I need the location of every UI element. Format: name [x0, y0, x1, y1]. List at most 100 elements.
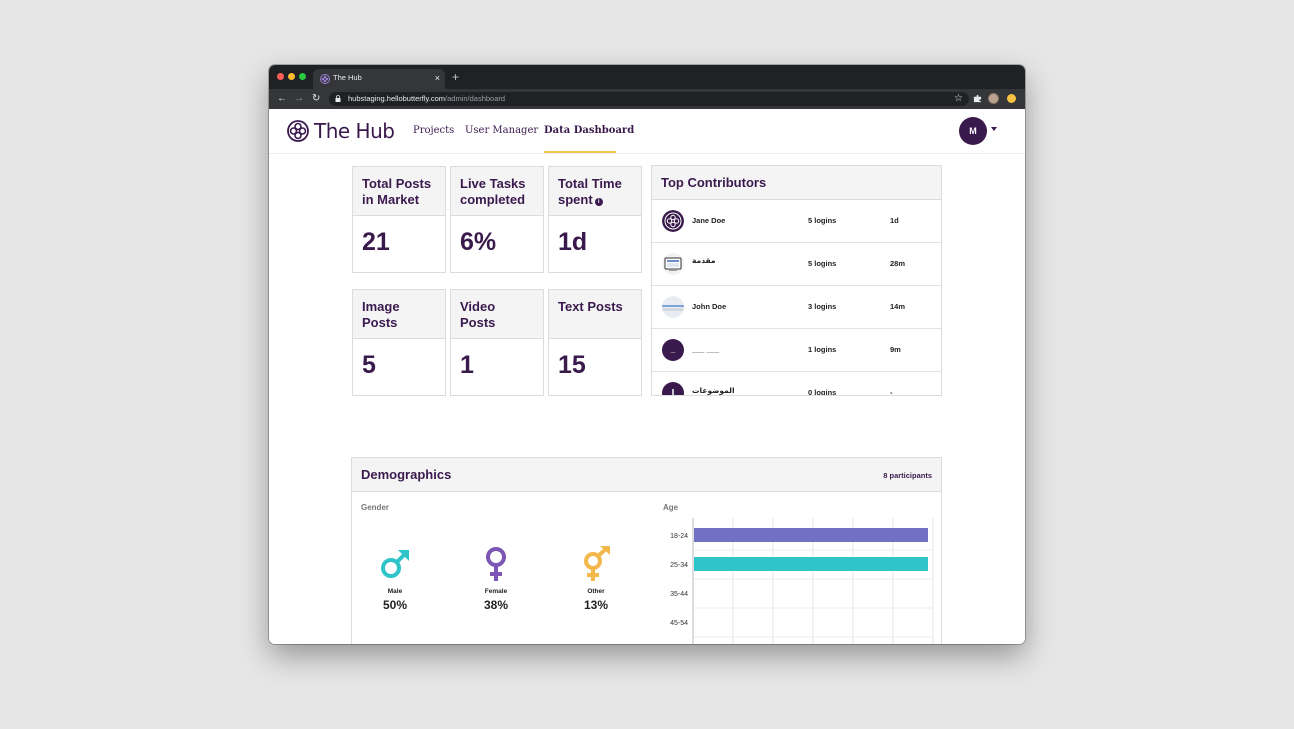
stat-card-image-posts: Image Posts 5: [352, 289, 446, 396]
age-bar-25-34: [694, 557, 928, 571]
stat-title: Text Posts: [549, 290, 641, 339]
puzzle-icon[interactable]: [973, 94, 982, 103]
stat-card-text-posts: Text Posts 15: [548, 289, 642, 396]
contributor-time: 28m: [890, 259, 906, 268]
contributor-row[interactable]: Jane Doe 5 logins 1d: [652, 200, 941, 243]
contributor-photo-avatar: [662, 296, 684, 318]
transgender-symbol-icon: [584, 546, 610, 581]
gender-male: Male 50%: [360, 546, 430, 612]
age-tick-label: 35-44: [670, 591, 688, 598]
browser-toolbar: ← → ↻ hubstaging.hellobutterfly.com/admi…: [269, 89, 1025, 109]
address-bar[interactable]: hubstaging.hellobutterfly.com/admin/dash…: [329, 92, 969, 106]
reload-icon[interactable]: ↻: [312, 93, 321, 104]
contributor-row[interactable]: مقدمة 5 logins 28m: [652, 243, 941, 286]
contributor-initial-avatar: ا: [662, 382, 684, 395]
gender-name: Female: [484, 588, 508, 595]
tab-bar: The Hub × +: [269, 65, 1025, 89]
close-window-button[interactable]: [277, 73, 284, 80]
stat-title: Live Tasks completed: [451, 167, 543, 216]
site-header: The Hub Projects User Manager Data Dashb…: [269, 109, 1025, 154]
age-label: Age: [663, 503, 679, 512]
forward-icon[interactable]: →: [294, 93, 304, 104]
contributor-logins: 5 logins: [808, 259, 837, 268]
contributor-logins: 0 logins: [808, 388, 837, 396]
account-dropdown-caret-icon[interactable]: [991, 127, 997, 131]
gender-female: Female 38%: [461, 546, 531, 612]
contributor-name: Jane Doe: [692, 216, 726, 225]
stat-card-total-posts: Total Posts in Market 21: [352, 166, 446, 273]
page-content: The Hub Projects User Manager Data Dashb…: [269, 109, 1025, 644]
url-host: hubstaging.hellobutterfly.com: [348, 94, 446, 103]
info-icon[interactable]: i: [594, 197, 603, 206]
gender-percent: 38%: [483, 598, 509, 612]
gender-name: Male: [387, 588, 403, 595]
gender-percent: 13%: [583, 598, 609, 612]
maximize-window-button[interactable]: [299, 73, 306, 80]
stat-title: Total Time spent: [558, 176, 622, 207]
url-text: hubstaging.hellobutterfly.com/admin/dash…: [348, 94, 505, 103]
stat-title: Video Posts: [451, 290, 543, 339]
contributor-time: 14m: [890, 302, 906, 311]
hub-favicon-icon: [320, 74, 330, 84]
url-path: /admin/dashboard: [445, 94, 506, 103]
stat-title: Image Posts: [353, 290, 445, 339]
contributor-name: مقدمة: [692, 256, 716, 265]
contributor-screen-avatar: [662, 253, 684, 275]
logo-text[interactable]: The Hub: [314, 119, 395, 143]
contributor-row[interactable]: _ ___ ___ 1 logins 9m: [652, 329, 941, 372]
nav-projects[interactable]: Projects: [413, 125, 455, 136]
demographics-header: Demographics 8 participants: [352, 458, 941, 492]
browser-tab[interactable]: The Hub ×: [313, 69, 445, 89]
stat-value: 6%: [460, 228, 497, 256]
hub-logo-icon[interactable]: [287, 120, 309, 142]
new-tab-button[interactable]: +: [452, 70, 460, 84]
stat-card-live-tasks: Live Tasks completed 6%: [450, 166, 544, 273]
male-symbol-icon: [381, 550, 409, 578]
contributor-name: الموضوعات: [692, 386, 735, 395]
age-tick-label: 45-54: [670, 620, 688, 627]
stat-value: 21: [362, 228, 390, 256]
update-indicator-icon[interactable]: [1007, 94, 1016, 103]
stat-value: 5: [362, 351, 376, 379]
contributor-name: John Doe: [692, 302, 727, 311]
contributor-logins: 3 logins: [808, 302, 837, 311]
gender-name: Other: [587, 588, 605, 595]
top-contributors-panel: Top Contributors Jane Doe 5 logins 1d: [651, 165, 942, 396]
active-nav-underline: [544, 151, 616, 153]
demographics-title: Demographics: [361, 467, 452, 482]
nav-data-dashboard[interactable]: Data Dashboard: [544, 125, 635, 136]
contributor-time: 1d: [890, 216, 899, 225]
contributor-row[interactable]: ا الموضوعات 0 logins -: [652, 372, 941, 396]
female-symbol-icon: [486, 547, 506, 581]
age-bar-chart: 18-24 25-34 35-44 45-54: [670, 518, 934, 644]
gender-label: Gender: [361, 503, 390, 512]
stat-title: Total Posts in Market: [353, 167, 445, 216]
nav-user-manager[interactable]: User Manager: [465, 125, 539, 136]
top-contributors-title: Top Contributors: [652, 166, 941, 200]
contributor-row[interactable]: John Doe 3 logins 14m: [652, 286, 941, 329]
user-avatar[interactable]: M: [959, 117, 987, 145]
tab-title: The Hub: [333, 73, 362, 82]
bookmark-star-icon[interactable]: ☆: [954, 93, 963, 104]
demographics-panel: Demographics 8 participants Gender Age M…: [351, 457, 942, 644]
participants-count: 8 participants: [883, 471, 932, 480]
age-tick-label: 18-24: [670, 533, 688, 540]
tab-close-icon[interactable]: ×: [434, 73, 440, 83]
contributor-initial-avatar: _: [662, 339, 684, 361]
browser-profile-avatar[interactable]: [988, 93, 999, 104]
gender-percent: 50%: [382, 598, 408, 612]
contributor-name: ___ ___: [692, 345, 720, 354]
contributor-logo-avatar: [662, 210, 684, 232]
contributor-logins: 5 logins: [808, 216, 837, 225]
age-bar-18-24: [694, 528, 928, 542]
stat-card-video-posts: Video Posts 1: [450, 289, 544, 396]
contributor-logins: 1 logins: [808, 345, 837, 354]
stat-title-wrapper: Total Time spent i: [549, 167, 641, 216]
minimize-window-button[interactable]: [288, 73, 295, 80]
back-icon[interactable]: ←: [277, 93, 287, 104]
lock-icon: [335, 95, 341, 102]
stat-value: 1d: [558, 228, 588, 256]
contributor-time: -: [890, 388, 893, 396]
stat-value: 1: [460, 351, 474, 379]
age-tick-label: 25-34: [670, 562, 688, 569]
